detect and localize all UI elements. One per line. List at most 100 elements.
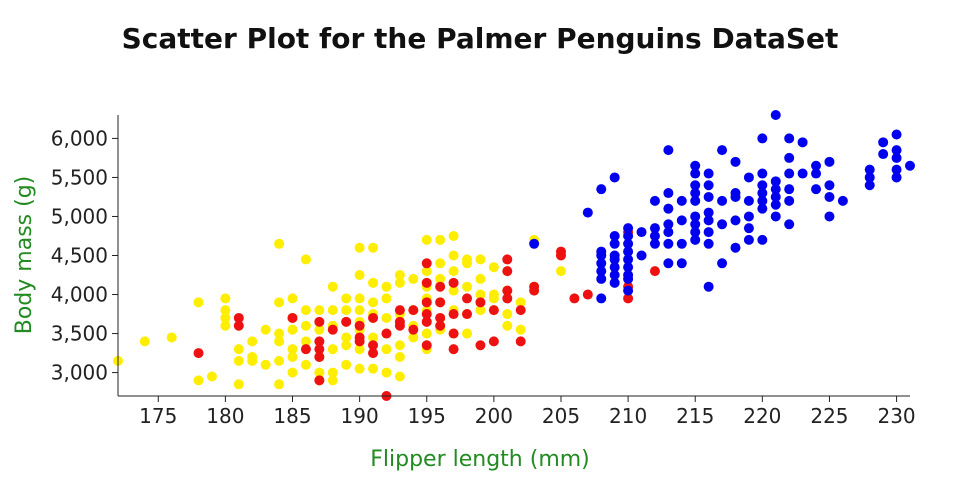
data-point-series-1 bbox=[394, 371, 405, 382]
data-point-series-3 bbox=[784, 219, 795, 230]
data-point-series-3 bbox=[743, 234, 754, 245]
data-point-series-1 bbox=[488, 293, 499, 304]
data-point-series-2 bbox=[555, 250, 566, 261]
data-point-series-3 bbox=[623, 254, 634, 265]
data-point-series-1 bbox=[354, 270, 365, 281]
data-point-series-3 bbox=[636, 227, 647, 238]
data-point-series-1 bbox=[341, 332, 352, 343]
data-point-series-3 bbox=[864, 172, 875, 183]
data-point-series-3 bbox=[676, 238, 687, 249]
data-point-series-3 bbox=[676, 215, 687, 226]
data-point-series-3 bbox=[757, 168, 768, 179]
data-point-series-3 bbox=[717, 195, 728, 206]
data-point-series-1 bbox=[555, 266, 566, 277]
data-point-series-3 bbox=[770, 184, 781, 195]
data-point-series-3 bbox=[730, 242, 741, 253]
data-point-series-2 bbox=[421, 309, 432, 320]
data-point-series-3 bbox=[663, 219, 674, 230]
data-point-series-1 bbox=[354, 293, 365, 304]
data-point-series-3 bbox=[663, 238, 674, 249]
x-tick-label: 190 bbox=[341, 404, 379, 428]
data-point-series-3 bbox=[663, 227, 674, 238]
data-point-series-2 bbox=[649, 266, 660, 277]
x-tick-label: 185 bbox=[273, 404, 311, 428]
y-tick-label: 3,500 bbox=[51, 322, 108, 346]
data-point-series-3 bbox=[703, 215, 714, 226]
data-point-series-3 bbox=[703, 191, 714, 202]
data-point-series-1 bbox=[220, 320, 231, 331]
data-point-series-1 bbox=[314, 324, 325, 335]
data-point-series-1 bbox=[435, 273, 446, 284]
data-point-series-2 bbox=[314, 375, 325, 386]
data-point-series-1 bbox=[274, 355, 285, 366]
data-point-series-2 bbox=[408, 305, 419, 316]
data-point-series-3 bbox=[878, 137, 889, 148]
data-point-series-2 bbox=[502, 254, 513, 265]
data-point-series-3 bbox=[770, 211, 781, 222]
data-point-series-2 bbox=[623, 293, 634, 304]
data-point-series-3 bbox=[663, 203, 674, 214]
data-point-series-3 bbox=[703, 207, 714, 218]
data-point-series-3 bbox=[717, 145, 728, 156]
data-point-series-3 bbox=[703, 281, 714, 292]
x-tick-label: 200 bbox=[475, 404, 513, 428]
x-axis-title: Flipper length (mm) bbox=[370, 447, 590, 472]
data-point-series-3 bbox=[690, 219, 701, 230]
data-point-series-3 bbox=[905, 160, 915, 171]
data-point-series-1 bbox=[448, 230, 459, 241]
data-point-series-3 bbox=[623, 246, 634, 257]
data-point-series-1 bbox=[502, 320, 513, 331]
data-point-series-2 bbox=[435, 297, 446, 308]
data-point-series-3 bbox=[717, 219, 728, 230]
data-point-series-3 bbox=[623, 223, 634, 234]
data-point-series-2 bbox=[394, 320, 405, 331]
data-point-series-3 bbox=[730, 156, 741, 167]
data-point-series-1 bbox=[381, 344, 392, 355]
data-point-series-1 bbox=[421, 328, 432, 339]
data-point-series-1 bbox=[368, 242, 379, 253]
data-point-series-2 bbox=[421, 340, 432, 351]
y-tick-label: 4,000 bbox=[51, 283, 108, 307]
y-axis-ticks: 3,000 3,500 4,000 4,500 5,000 5,500 6,000 bbox=[51, 126, 118, 385]
data-point-series-3 bbox=[529, 238, 540, 249]
x-tick-label: 195 bbox=[408, 404, 446, 428]
data-point-series-2 bbox=[488, 305, 499, 316]
data-point-series-3 bbox=[891, 152, 902, 163]
data-point-series-2 bbox=[435, 320, 446, 331]
data-point-series-1 bbox=[421, 266, 432, 277]
data-point-series-3 bbox=[609, 238, 620, 249]
data-point-series-2 bbox=[462, 293, 473, 304]
data-point-series-1 bbox=[341, 359, 352, 370]
data-point-series-3 bbox=[609, 230, 620, 241]
data-point-series-3 bbox=[690, 188, 701, 199]
data-point-series-1 bbox=[488, 262, 499, 273]
data-point-series-1 bbox=[408, 273, 419, 284]
data-point-series-1 bbox=[260, 324, 271, 335]
data-point-series-3 bbox=[743, 195, 754, 206]
data-point-series-3 bbox=[784, 184, 795, 195]
data-point-series-3 bbox=[636, 250, 647, 261]
data-point-series-1 bbox=[274, 379, 285, 390]
x-tick-label: 230 bbox=[877, 404, 915, 428]
data-point-series-1 bbox=[166, 332, 177, 343]
data-point-series-3 bbox=[649, 230, 660, 241]
data-point-series-3 bbox=[609, 254, 620, 265]
data-point-series-2 bbox=[354, 320, 365, 331]
data-point-series-3 bbox=[770, 176, 781, 187]
data-point-series-3 bbox=[663, 258, 674, 269]
data-point-series-1 bbox=[300, 336, 311, 347]
data-point-series-2 bbox=[421, 277, 432, 288]
y-tick-label: 4,500 bbox=[51, 244, 108, 268]
data-point-series-2 bbox=[381, 328, 392, 339]
data-point-series-3 bbox=[649, 195, 660, 206]
data-point-series-3 bbox=[770, 199, 781, 210]
data-point-series-1 bbox=[314, 305, 325, 316]
data-point-series-1 bbox=[327, 344, 338, 355]
data-point-series-3 bbox=[649, 223, 660, 234]
data-point-series-1 bbox=[300, 254, 311, 265]
data-point-series-1 bbox=[462, 281, 473, 292]
y-tick-label: 3,000 bbox=[51, 361, 108, 385]
data-point-series-2 bbox=[368, 312, 379, 323]
data-point-series-3 bbox=[891, 164, 902, 175]
data-point-series-1 bbox=[247, 336, 258, 347]
